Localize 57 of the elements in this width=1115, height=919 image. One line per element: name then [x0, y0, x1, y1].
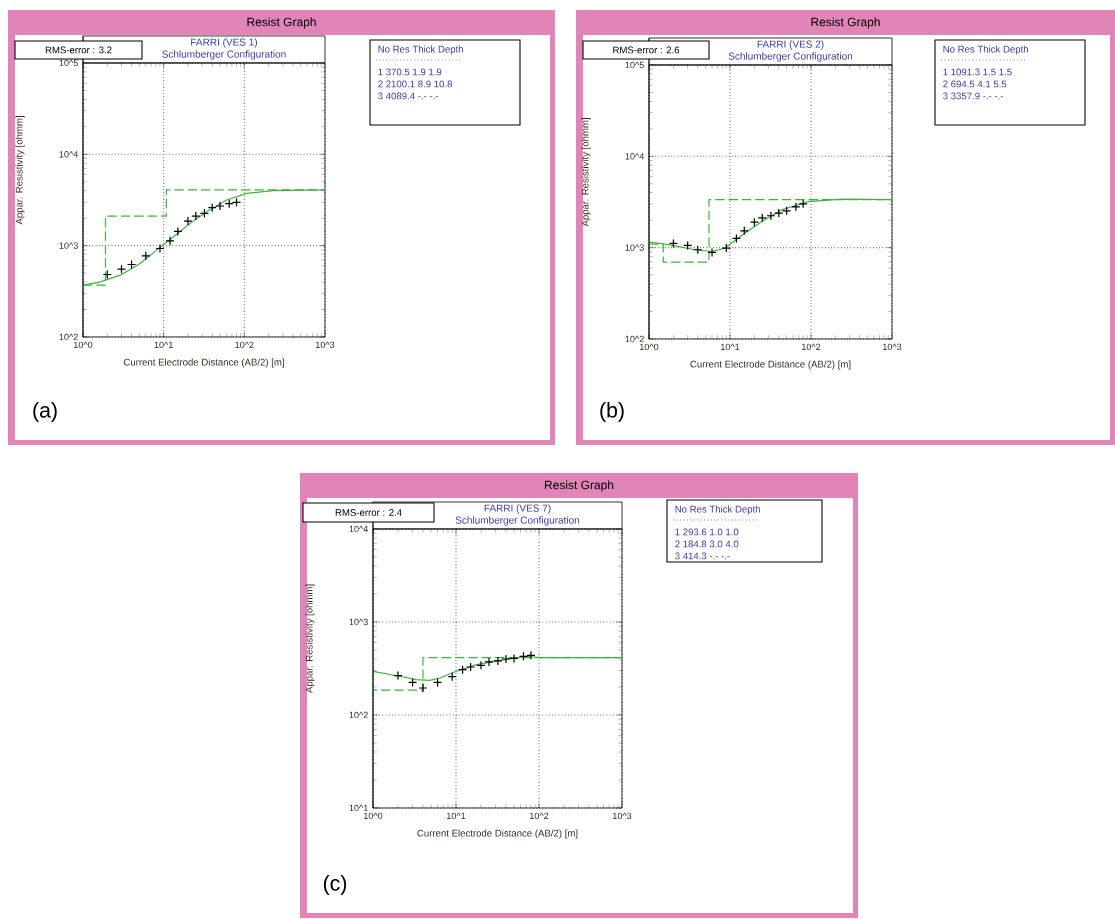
- text: 2 184.8 3.0 4.0: [675, 540, 739, 548]
- x-tick-label: 10^3: [315, 341, 335, 349]
- text: 3 3357.9 -.- -.-: [943, 92, 1004, 100]
- x-tick-label: 10^2: [802, 343, 821, 351]
- text: RMS-error : 2.4: [335, 509, 402, 516]
- y-tick-label: 10^1: [349, 804, 368, 812]
- y-tick-label: 10^3: [59, 242, 78, 249]
- text: 1 293.6 1.0 1.0: [675, 528, 739, 536]
- y-tick-label: 10^5: [625, 61, 644, 69]
- text: RMS-error : 2.6: [613, 46, 680, 54]
- x-tick-label: 10^0: [640, 343, 659, 351]
- text: 2 2100.1 8.9 10.8: [378, 80, 453, 88]
- text: Resist Graph: [544, 480, 614, 492]
- x-tick-label: 10^1: [154, 341, 173, 349]
- chart-subtitle: Schlumberger Configuration: [162, 50, 286, 60]
- text: 3 4089.4 -.- -.-: [378, 92, 439, 100]
- x-tick-label: 10^1: [721, 343, 740, 351]
- text: 3 414.3 -.- -.-: [675, 552, 730, 560]
- y-tick-label: 10^2: [625, 335, 644, 343]
- y-tick-label: 10^2: [349, 711, 368, 719]
- y-tick-label: 10^4: [349, 525, 369, 533]
- x-axis-title: Current Electrode Distance (AB/2) [m]: [690, 360, 851, 370]
- y-axis-title: Appar. Resistivity [ohmm]: [15, 116, 25, 225]
- text: No Res Thick Depth: [943, 45, 1028, 55]
- x-tick-label: 10^1: [447, 812, 466, 820]
- text: 1 1091.3 1.5 1.5: [943, 68, 1012, 76]
- text: 1 370.5 1.9 1.9: [378, 68, 442, 76]
- chart-subtitle: Schlumberger Configuration: [455, 516, 580, 526]
- x-axis-title: Current Electrode Distance (AB/2) [m]: [123, 358, 284, 368]
- y-axis-title: Appar. Resistivity [ohmm]: [581, 118, 591, 227]
- x-tick-label: 10^2: [235, 341, 254, 349]
- x-axis-title: Current Electrode Distance (AB/2) [m]: [417, 829, 578, 839]
- y-tick-label: 10^5: [59, 59, 78, 67]
- y-tick-label: 10^3: [349, 618, 368, 626]
- y-tick-label: 10^3: [625, 244, 644, 251]
- text: (b): [600, 402, 624, 422]
- text: RMS-error : 3.2: [45, 46, 112, 54]
- x-tick-label: 10^0: [74, 341, 93, 349]
- text: 2 694.5 4.1 5.5: [943, 80, 1007, 88]
- chart-title: FARRI (VES 1): [191, 38, 257, 48]
- x-tick-label: 10^2: [530, 812, 549, 820]
- x-tick-label: 10^3: [613, 812, 632, 820]
- text: Resist Graph: [247, 17, 316, 29]
- text: (a): [33, 402, 57, 422]
- text: Resist Graph: [811, 17, 880, 29]
- y-axis-title: Appar. Resistivity [ohmm]: [305, 584, 315, 694]
- chart-subtitle: Schlumberger Configuration: [728, 52, 853, 62]
- y-tick-label: 10^2: [59, 333, 78, 341]
- text: No Res Thick Depth: [675, 505, 760, 515]
- chart-title: FARRI (VES 7): [484, 504, 551, 514]
- x-tick-label: 10^3: [883, 343, 902, 351]
- y-tick-label: 10^4: [625, 153, 645, 160]
- text: No Res Thick Depth: [378, 45, 463, 55]
- y-tick-label: 10^4: [59, 151, 79, 158]
- x-tick-label: 10^0: [364, 812, 383, 820]
- text: (c): [323, 875, 347, 895]
- chart-title: FARRI (VES 2): [757, 40, 824, 50]
